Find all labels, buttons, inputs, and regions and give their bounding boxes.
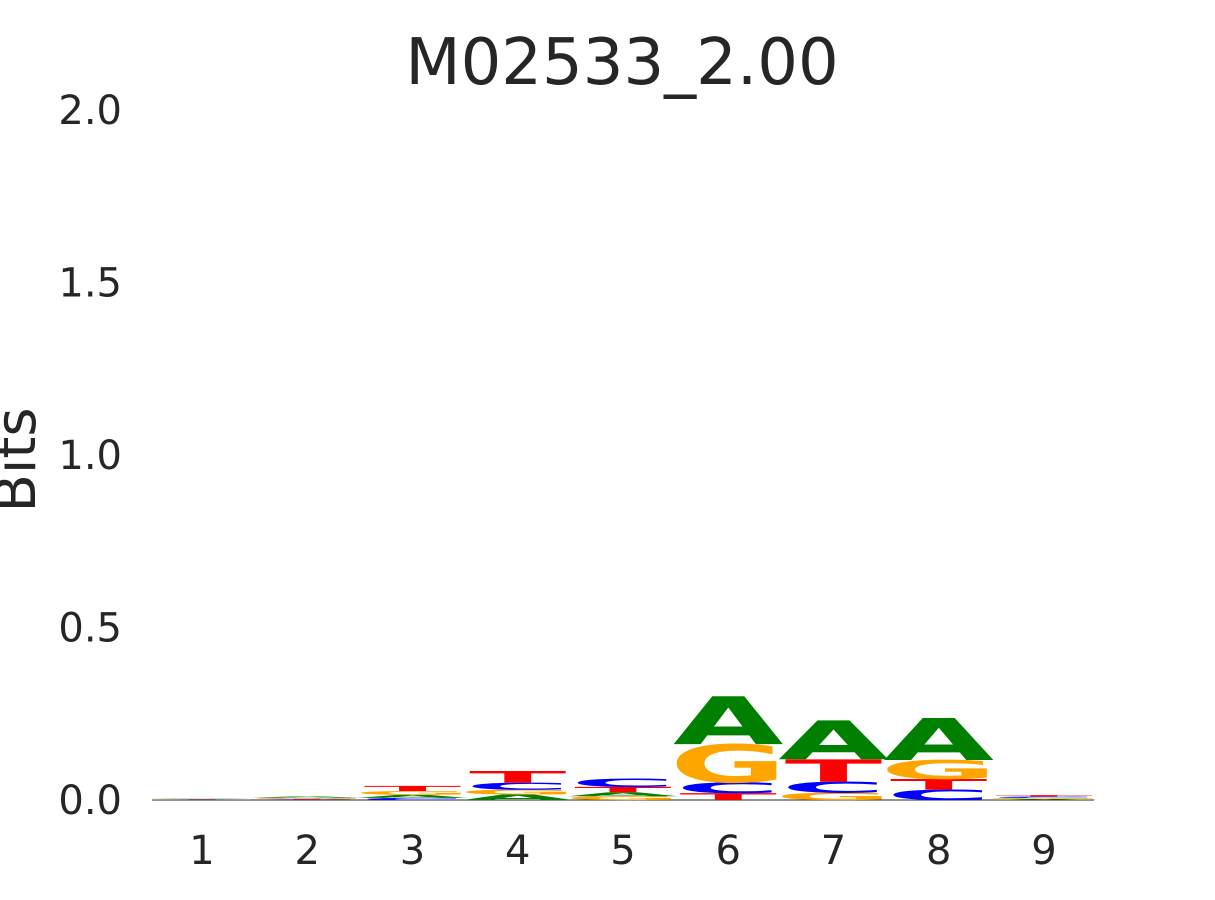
logo-letter-G: G (459, 788, 576, 796)
logo-letter-C: C (886, 787, 991, 803)
y-axis-label: Bits (0, 407, 49, 512)
logo-letter-C: C (676, 780, 781, 797)
chart-title: M02533_2.00 (405, 26, 838, 100)
y-tick-label: 0.0 (58, 778, 122, 824)
logo-letter-A: A (673, 684, 784, 760)
logo-letter-A: A (568, 791, 679, 797)
logo-letter-C: C (150, 800, 255, 801)
logo-letter-T: T (469, 768, 566, 787)
x-tick-label: 1 (189, 828, 214, 874)
x-tick-label: 7 (821, 828, 846, 874)
logo-letter-G: G (985, 798, 1102, 800)
logo-letter-T: T (995, 795, 1093, 797)
y-tick-label: 1.5 (58, 261, 122, 307)
x-tick-label: 9 (1031, 828, 1056, 874)
logo-letter-A: A (989, 799, 1100, 801)
logo-letter-A: A (252, 796, 363, 798)
logo-letter-T: T (574, 785, 671, 794)
logo-letter-C: C (465, 781, 570, 792)
logo-letter-C: C (255, 799, 360, 800)
logo-letter-C: C (571, 776, 676, 789)
logo-letter-C: C (992, 796, 1097, 798)
logo-letter-G: G (775, 791, 892, 803)
logo-letter-T: T (890, 776, 987, 793)
x-tick-label: 8 (926, 828, 951, 874)
x-tick-label: 5 (610, 828, 635, 874)
logo-letter-G: G (249, 797, 366, 799)
x-tick-label: 2 (295, 828, 320, 874)
logo-letter-A: A (147, 799, 258, 800)
logo-letter-A: A (357, 794, 468, 799)
logo-letter-A: A (883, 707, 994, 774)
logo-letter-G: G (670, 734, 787, 795)
logo-letter-T: T (259, 798, 357, 799)
logo-letter-C: C (360, 797, 465, 800)
y-axis-ticks: 0.0 0.5 1.0 1.5 2.0 (58, 88, 122, 824)
logo-letter-A: A (778, 710, 889, 772)
y-tick-label: 1.0 (58, 433, 122, 479)
x-tick-label: 3 (400, 828, 425, 874)
logo-letter-T: T (364, 784, 461, 792)
logo-letter-T: T (153, 799, 251, 800)
logo-letter-T: T (680, 791, 777, 802)
logo-letter-C: C (781, 779, 886, 797)
x-tick-label: 6 (716, 828, 741, 874)
logo-letter-G: G (354, 790, 471, 796)
logo-letter-G: G (564, 795, 681, 801)
logo-letter-G: G (880, 755, 997, 785)
logo-letter-A: A (462, 793, 573, 802)
x-tick-label: 4 (505, 828, 530, 874)
logo-letter-G: G (143, 799, 260, 800)
logo-letter-T: T (785, 753, 882, 789)
y-tick-label: 2.0 (58, 88, 122, 134)
y-tick-label: 0.5 (58, 606, 122, 652)
x-axis-ticks: 1 2 3 4 5 6 7 8 9 (189, 828, 1056, 874)
